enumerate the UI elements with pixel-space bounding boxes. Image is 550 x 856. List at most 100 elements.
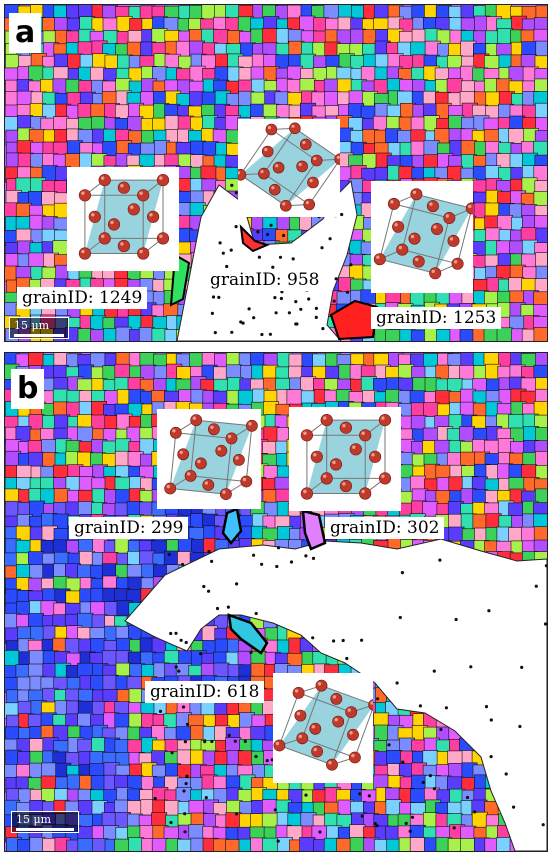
particle-dot [432,669,436,673]
particle-dot [311,556,316,560]
particle-dot [199,652,203,656]
grain [508,414,525,431]
cell-edge [308,158,340,205]
atom-highlight [433,225,437,229]
lattice-plane [240,128,340,206]
particle-dot [487,609,491,613]
atom [137,247,150,260]
particle-dot [233,739,237,743]
atom-highlight [429,202,433,206]
grain [423,140,440,157]
atom [296,160,308,173]
atom-highlight [352,445,356,449]
particle-dot [401,760,405,764]
grain [114,838,131,851]
particle-dot [273,808,277,812]
particle-dot [454,617,458,622]
particle-dot [541,823,545,827]
grain [436,328,453,341]
particle-dot [241,321,245,325]
atom [279,200,292,212]
particle-dot [489,755,493,759]
particle-dot [340,212,344,217]
particle-dot [345,656,349,661]
grain [5,650,20,667]
particle-dot [235,812,239,816]
atom [443,211,456,224]
particle-dot [387,743,391,747]
atom [202,479,215,491]
atom [300,429,313,442]
atom [426,200,439,213]
atom [310,154,323,167]
particle-dot [421,780,425,784]
atom [396,243,409,256]
particle-dot [243,739,247,743]
particle-dot [410,815,415,819]
grain [261,799,278,816]
atom [107,218,121,231]
atom-highlight [81,249,85,254]
grain [373,5,390,20]
grain [385,799,402,816]
atom [195,457,207,470]
grain [28,650,45,667]
grain [28,65,45,82]
atom [272,161,285,174]
atom [98,174,111,187]
particle-dot [282,233,286,238]
fcc-unit-cell-icon [238,119,340,217]
atom-highlight [317,682,322,686]
atom-highlight [468,204,472,209]
particle-dot [311,636,315,640]
particle-dot [252,553,256,557]
atom [265,123,278,136]
particle-dot [260,562,264,566]
atom [315,679,328,692]
cell-edge [331,711,352,765]
particle-dot [181,705,186,709]
particle-dot [289,560,294,564]
particle-dot [404,821,408,825]
atom-highlight [347,708,351,712]
atom-highlight [323,416,327,420]
particle-dot [334,277,338,281]
atom [330,692,343,705]
particle-dot [398,615,402,620]
particle-dot [234,225,238,229]
atom-highlight [101,176,105,180]
atom-highlight [336,155,340,159]
grain [28,252,45,269]
particle-dot [278,255,283,259]
grain [225,812,242,829]
atom [339,421,353,434]
particle-dot [358,792,362,796]
atom [146,210,160,223]
atom-highlight [412,190,417,194]
cell-edge [190,475,247,482]
atom-highlight [235,456,239,460]
particle-dot [345,290,350,294]
particle-dot [169,820,173,825]
atom-highlight [294,689,299,693]
particle-dot [207,549,211,554]
grain [385,329,402,341]
atom-highlight [248,422,252,426]
particle-dot [275,564,279,569]
atom-highlight [323,474,327,478]
particle-dot [265,759,269,763]
particle-dot [260,332,264,337]
atom-highlight [313,453,317,457]
fcc-unit-cell-icon [273,673,373,783]
atom-highlight [313,157,317,161]
particle-dot [249,650,253,654]
atom [78,247,91,260]
atom-highlight [187,472,191,476]
cell-edge [170,488,226,495]
atom-highlight [271,186,275,190]
ebsd-panel-a: a grainID: 1249 grainID: 958 grainID: 12… [4,4,548,342]
particle-dot [269,223,273,227]
atom [349,443,362,456]
particle-dot [341,638,345,643]
fcc-unit-cell-icon [289,407,401,511]
